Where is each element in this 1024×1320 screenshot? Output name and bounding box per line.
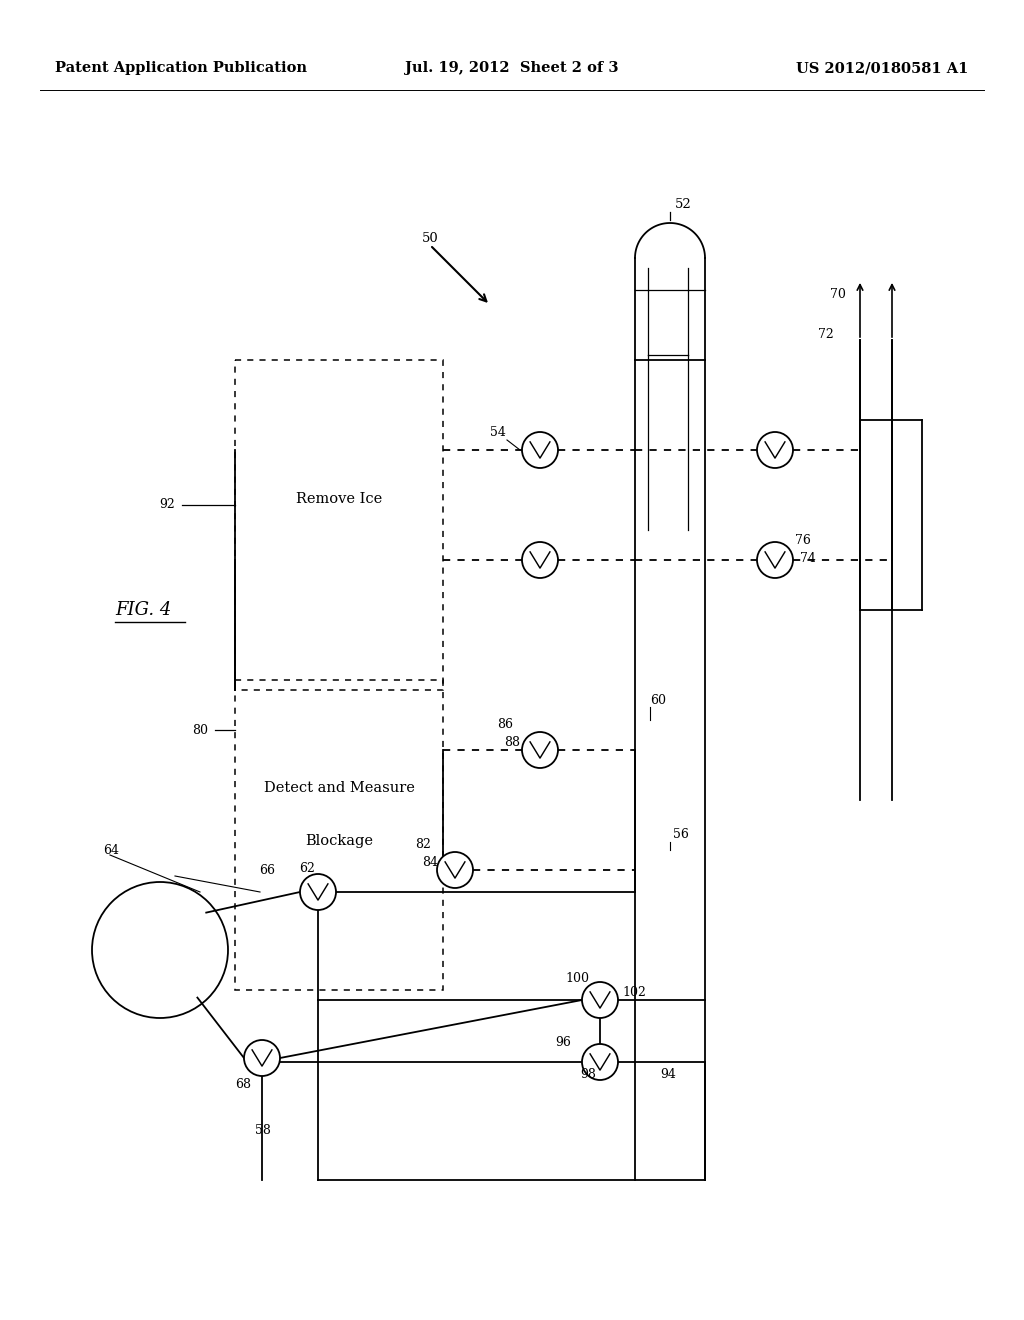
Text: 82: 82 <box>415 838 431 851</box>
Text: Jul. 19, 2012  Sheet 2 of 3: Jul. 19, 2012 Sheet 2 of 3 <box>406 61 618 75</box>
Text: Blockage: Blockage <box>305 834 373 849</box>
Text: 84: 84 <box>422 855 438 869</box>
Bar <box>234 360 443 690</box>
Circle shape <box>757 432 793 469</box>
Text: 72: 72 <box>818 329 834 342</box>
Text: 100: 100 <box>565 972 589 985</box>
Text: 80: 80 <box>193 723 208 737</box>
Text: 58: 58 <box>255 1123 271 1137</box>
Circle shape <box>757 543 793 578</box>
Text: 60: 60 <box>650 693 666 706</box>
Text: 52: 52 <box>675 198 692 211</box>
Text: 56: 56 <box>673 829 689 842</box>
Text: 76: 76 <box>795 533 811 546</box>
Text: 54: 54 <box>490 425 506 438</box>
Text: 98: 98 <box>580 1068 596 1081</box>
Circle shape <box>92 882 228 1018</box>
Text: 94: 94 <box>660 1068 676 1081</box>
Circle shape <box>244 1040 280 1076</box>
Text: 50: 50 <box>422 231 438 244</box>
Text: 66: 66 <box>259 863 275 876</box>
Text: 96: 96 <box>555 1035 570 1048</box>
Circle shape <box>522 733 558 768</box>
Text: 92: 92 <box>160 499 175 511</box>
Text: Remove Ice: Remove Ice <box>296 491 382 506</box>
Circle shape <box>582 1044 618 1080</box>
Circle shape <box>300 874 336 909</box>
Text: 62: 62 <box>299 862 314 874</box>
Text: 102: 102 <box>622 986 646 998</box>
Text: FIG. 4: FIG. 4 <box>115 601 171 619</box>
Circle shape <box>437 851 473 888</box>
Text: 86: 86 <box>497 718 513 731</box>
Text: 88: 88 <box>504 735 520 748</box>
Text: 70: 70 <box>830 289 846 301</box>
Circle shape <box>522 543 558 578</box>
Text: US 2012/0180581 A1: US 2012/0180581 A1 <box>796 61 968 75</box>
Text: 64: 64 <box>103 843 119 857</box>
Text: Detect and Measure: Detect and Measure <box>263 781 415 796</box>
Circle shape <box>522 432 558 469</box>
Text: 68: 68 <box>234 1078 251 1092</box>
Text: Patent Application Publication: Patent Application Publication <box>55 61 307 75</box>
Circle shape <box>582 982 618 1018</box>
Text: 74: 74 <box>800 552 816 565</box>
Bar <box>234 680 443 990</box>
